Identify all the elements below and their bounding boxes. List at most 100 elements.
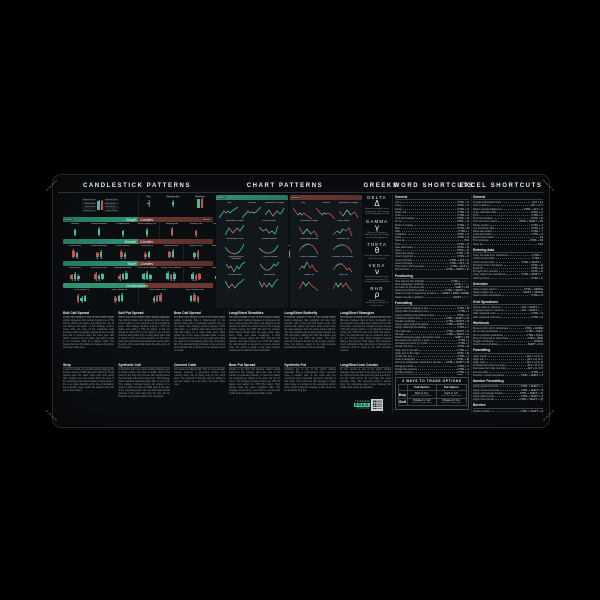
chart-pattern-item: Pennant bbox=[315, 202, 336, 219]
shortcut-row: Center the text CTRL + E bbox=[395, 345, 469, 348]
mini-chart bbox=[259, 225, 279, 235]
dot-leader bbox=[484, 358, 527, 360]
dot-leader bbox=[483, 267, 531, 269]
pattern-label: Three Outside Down bbox=[184, 288, 204, 291]
dot-leader bbox=[498, 271, 531, 273]
anatomy-right-labels: Highest Price Open Price Close Price Lowest… bbox=[104, 198, 119, 213]
shortcut-row: Cut selected cells CTRL + X bbox=[473, 227, 543, 230]
options-table-grid: Call Option Put Option Buy Right to 'buy' st… bbox=[397, 383, 467, 406]
strategy-description: This is one of the bullish option tradin… bbox=[118, 317, 170, 350]
bullish-patterns: Three Inside Up Three Outside Up bbox=[63, 288, 138, 304]
shortcut-key: ALT + H, A, C bbox=[526, 354, 543, 358]
chart-pattern-label: Rounded Top bbox=[336, 238, 350, 240]
shortcut-row: Ungroup rows or columns ALT + SHIFT + ← bbox=[473, 309, 543, 312]
shortcut-row: Apply underline formatting to text CTRL +… bbox=[395, 314, 469, 317]
strategy-block: Long/Short Iron Condor An iron condor is … bbox=[339, 363, 391, 412]
banner-half-bullish: Triple bbox=[63, 261, 138, 266]
shortcut-row: Print preview CTRL + F2 bbox=[473, 239, 543, 242]
dot-leader bbox=[402, 250, 456, 251]
candle bbox=[152, 294, 155, 304]
candle bbox=[169, 272, 173, 282]
chart-pattern-item: Triple Bottom bbox=[259, 274, 279, 291]
shortcut-row: Italic CTRL + I bbox=[395, 230, 469, 233]
shortcut-row: Copy selected cells CTRL + C bbox=[473, 211, 543, 214]
brand-logo-text: TRADER BRAG STOCK bbox=[354, 400, 370, 410]
dot-leader bbox=[494, 399, 519, 401]
options-table-cell: Right to 'buy' stock @ certain price bbox=[407, 391, 437, 399]
shortcut-label: Copy formula from cell above bbox=[473, 254, 508, 258]
shortcut-section-header: Workbook bbox=[473, 321, 543, 327]
dot-leader bbox=[493, 230, 531, 232]
chart-pattern-label: Flag bbox=[301, 202, 306, 204]
shortcut-row: Save as F12 bbox=[395, 239, 469, 242]
greek-symbol: Δ bbox=[374, 199, 380, 208]
shortcut-label: Add hyperlink bbox=[473, 276, 490, 280]
shortcut-label: Open options bbox=[473, 204, 489, 208]
options-cell-line1: Right to 'sell' bbox=[444, 391, 458, 395]
candle bbox=[166, 271, 169, 282]
section-title: EXCEL SHORTCUTS bbox=[459, 183, 543, 189]
shortcut-label: Save as bbox=[395, 239, 405, 243]
mini-chart bbox=[333, 227, 353, 237]
chart-pattern-item: Double Bottom bbox=[225, 274, 245, 291]
dot-leader bbox=[442, 362, 445, 364]
mini-chart bbox=[241, 207, 262, 219]
pattern-label: Rising Three Methods bbox=[160, 266, 182, 269]
strategy-title: Synthetic Call bbox=[118, 363, 170, 368]
mini-chart bbox=[259, 279, 279, 288]
shortcut-label: Flash fill bbox=[473, 266, 483, 270]
shortcut-label: Apply subscript formatting bbox=[395, 326, 426, 330]
dot-leader bbox=[507, 368, 527, 370]
options-cell-line2: stock @ certain price bbox=[411, 402, 432, 405]
chart-panel-header: Bearish bbox=[290, 195, 362, 200]
shortcut-label: Apply superscript formatting bbox=[395, 323, 429, 327]
chart-pattern-item: Flag bbox=[293, 202, 313, 219]
dot-leader bbox=[414, 256, 457, 258]
candle-glyph bbox=[96, 250, 102, 260]
strategy-block: Synthetic Put Synthetic put is one of the… bbox=[284, 363, 336, 412]
candle-glyph bbox=[120, 250, 126, 260]
shortcut-key: ALT + H, A, L bbox=[527, 357, 543, 361]
candle-glyph bbox=[197, 198, 203, 209]
chart-patterns-bullish: Bullish Flag Pennant Symmetrical Triangle As… bbox=[216, 195, 288, 308]
shortcut-label: Find and replace bbox=[395, 217, 416, 221]
bearish-patterns: Three Inside Down Three Outside Down bbox=[137, 288, 214, 304]
candle-glyph bbox=[70, 272, 80, 282]
shortcut-label: Go to bbox=[395, 220, 402, 224]
pattern-label: Shooting Star bbox=[189, 222, 203, 225]
mini-chart bbox=[264, 207, 284, 217]
candle bbox=[200, 198, 203, 209]
chart-pattern-row: Double Bottom Triple Bottom bbox=[218, 273, 286, 291]
pattern-item: Morning Star bbox=[63, 267, 87, 282]
dot-leader bbox=[496, 313, 531, 315]
pattern-item: Bullish Kicker bbox=[63, 245, 87, 260]
shortcut-label: Go to previous worksheet bbox=[473, 333, 504, 337]
header-divider bbox=[58, 192, 544, 193]
candle bbox=[125, 271, 128, 282]
chart-pattern-label: Inverted Cup & Handle bbox=[332, 256, 354, 258]
section-title: CHART PATTERNS bbox=[246, 183, 324, 189]
shortcut-label: Select text word by word bbox=[395, 289, 425, 293]
chart-pattern-label: Falling Wedge bbox=[262, 220, 276, 222]
shortcut-row: Select entire worksheet CTRL + A bbox=[473, 294, 543, 297]
candle bbox=[117, 294, 121, 304]
strategy-description: The Bear Call Spread is one of the 2-leg… bbox=[173, 317, 225, 353]
candle bbox=[168, 250, 171, 260]
mini-chart bbox=[260, 261, 280, 271]
dot-leader bbox=[401, 243, 457, 245]
shortcut-row: Apply general format CTRL + SHIFT + ~ bbox=[473, 385, 543, 388]
candle bbox=[118, 272, 121, 282]
chart-patterns-panel: Bullish Flag Pennant Symmetrical Triangle As… bbox=[216, 195, 362, 308]
shortcut-row: Align right ALT + H, A, R bbox=[473, 361, 543, 364]
dot-leader bbox=[402, 237, 457, 239]
shortcut-row: Flash fill CTRL + E bbox=[473, 267, 543, 270]
dot-leader bbox=[502, 202, 532, 204]
pattern-group-banner: Confirmations bbox=[63, 283, 213, 288]
chart-pattern-row: Ascending Scallop Rounded Bottom bbox=[218, 237, 286, 255]
shortcut-label: Outline border bbox=[473, 409, 491, 413]
shortcut-key: CTRL + A bbox=[531, 294, 543, 298]
shortcut-key: CTRL + Y bbox=[531, 229, 543, 233]
pattern-label: Three Outside Up bbox=[110, 288, 128, 291]
greek-symbol: θ bbox=[374, 246, 380, 256]
pattern-group-banner: Bullish Single Candles Bearish bbox=[63, 217, 213, 222]
